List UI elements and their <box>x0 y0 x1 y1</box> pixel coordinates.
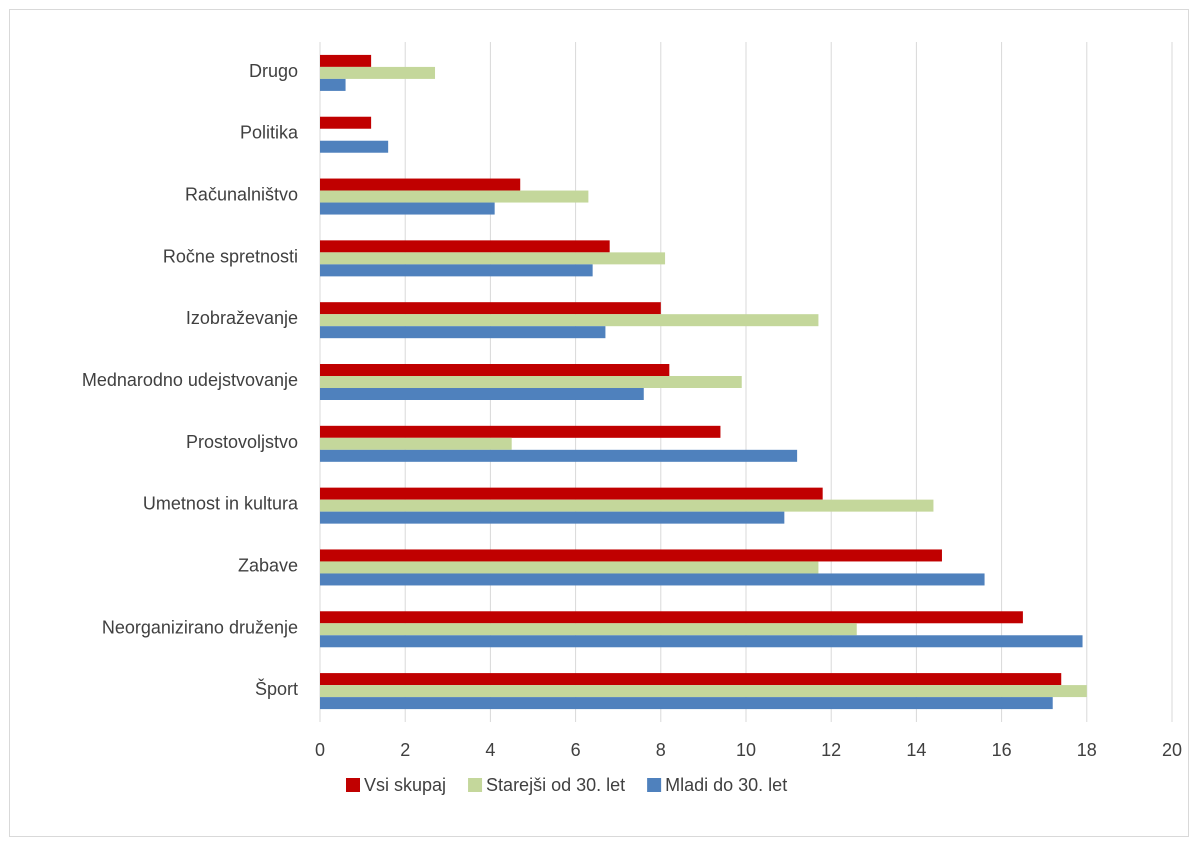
bar <box>320 623 857 636</box>
bar <box>320 611 1023 624</box>
bar <box>320 66 436 79</box>
bar <box>320 264 593 277</box>
bar <box>320 364 670 376</box>
bar <box>320 697 1053 710</box>
x-tick-label: 14 <box>906 740 926 760</box>
bars <box>320 54 1087 710</box>
x-tick-labels: 0 2 4 6 8 10 12 14 16 18 20 <box>315 740 1182 760</box>
bar <box>320 499 934 512</box>
bar <box>320 190 589 203</box>
bar <box>320 635 1083 648</box>
x-tick-label: 20 <box>1162 740 1182 760</box>
legend-label: Mladi do 30. let <box>665 775 787 795</box>
x-tick-label: 16 <box>992 740 1012 760</box>
x-tick-label: 10 <box>736 740 756 760</box>
bar <box>320 561 819 574</box>
bar <box>320 388 644 400</box>
bar <box>320 549 942 562</box>
x-tick-label: 18 <box>1077 740 1097 760</box>
category-label: Ročne spretnosti <box>163 246 298 266</box>
category-label: Drugo <box>249 61 298 81</box>
category-label: Izobraževanje <box>186 308 298 328</box>
category-labels: Drugo Politika Računalništvo Ročne spretnos… <box>82 61 299 699</box>
bar <box>320 449 798 462</box>
category-label: Mednarodno udejstvovanje <box>82 370 298 390</box>
x-tick-label: 6 <box>571 740 581 760</box>
category-label: Umetnost in kultura <box>143 494 299 514</box>
bar <box>320 326 606 339</box>
bar <box>320 252 666 265</box>
bar <box>320 376 742 388</box>
bar <box>320 78 346 91</box>
bar <box>320 573 985 586</box>
category-label: Politika <box>240 123 299 143</box>
category-label: Šport <box>255 678 298 699</box>
x-tick-label: 4 <box>485 740 495 760</box>
category-label: Zabave <box>238 555 298 575</box>
bar <box>320 140 389 153</box>
bar <box>320 673 1062 686</box>
legend-swatch <box>346 778 360 792</box>
bar <box>320 178 521 191</box>
bar <box>320 202 495 215</box>
bar <box>320 685 1087 698</box>
legend-label: Starejši od 30. let <box>486 775 625 795</box>
bar <box>320 425 721 438</box>
grid-lines <box>319 42 1173 722</box>
bar <box>320 240 610 253</box>
legend-swatch <box>468 778 483 792</box>
x-tick-label: 8 <box>656 740 666 760</box>
bar <box>320 54 372 67</box>
legend-swatch <box>647 778 662 792</box>
x-tick-label: 0 <box>315 740 325 760</box>
bar <box>320 116 372 129</box>
x-tick-label: 12 <box>821 740 841 760</box>
legend-label: Vsi skupaj <box>364 775 446 795</box>
bar <box>320 314 819 327</box>
bar <box>320 302 661 315</box>
category-label: Prostovoljstvo <box>186 432 298 452</box>
category-label: Neorganizirano druženje <box>102 617 298 637</box>
x-tick-label: 2 <box>400 740 410 760</box>
bar <box>320 487 823 500</box>
bar <box>320 511 785 524</box>
category-label: Računalništvo <box>185 185 298 205</box>
bar <box>320 437 512 450</box>
legend: Vsi skupaj Starejši od 30. let Mladi do 30… <box>346 775 787 795</box>
